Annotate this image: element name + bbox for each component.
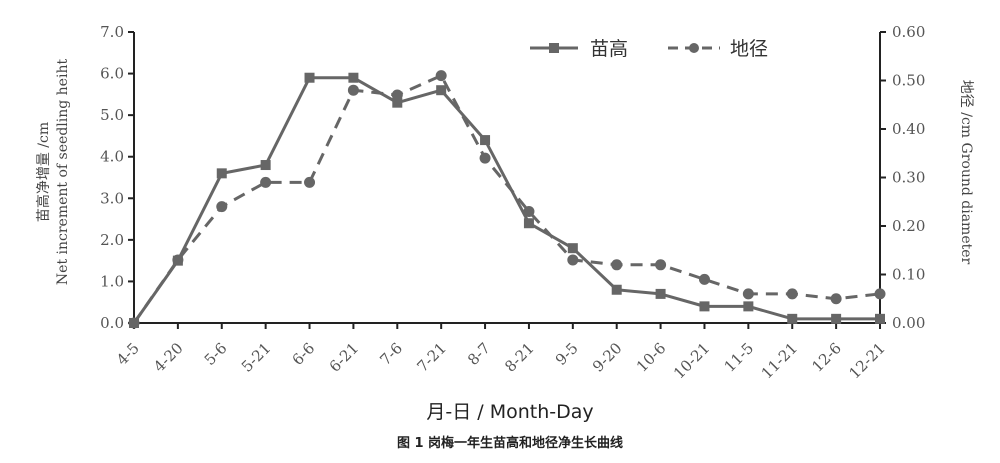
data-point-height bbox=[831, 313, 842, 324]
x-tick-label: 4-20 bbox=[150, 339, 187, 376]
left-y-tick-label: 6.0 bbox=[100, 65, 124, 83]
data-point-height bbox=[348, 72, 359, 83]
data-point-diameter bbox=[567, 254, 579, 266]
data-point-diameter bbox=[391, 89, 403, 101]
data-point-diameter bbox=[260, 176, 272, 188]
data-point-diameter bbox=[304, 176, 316, 188]
left-y-tick-label: 2.0 bbox=[100, 231, 124, 249]
right-y-tick-label: 0.20 bbox=[892, 217, 925, 235]
legend-label-height: 苗高 bbox=[590, 38, 628, 60]
left-y-axis-title-en: Net increment of seedling heiht bbox=[55, 59, 71, 286]
data-point-height bbox=[216, 168, 227, 179]
chart-series bbox=[128, 70, 886, 329]
left-y-tick-label: 1.0 bbox=[100, 272, 124, 290]
left-y-tick-label: 5.0 bbox=[100, 106, 124, 124]
data-point-height bbox=[480, 135, 491, 146]
x-tick-label: 7-6 bbox=[376, 339, 406, 369]
left-y-axis-title-cn: 苗高净增量 /cm bbox=[35, 122, 52, 222]
data-point-height bbox=[699, 301, 710, 312]
data-point-height bbox=[743, 301, 754, 312]
data-point-diameter bbox=[172, 254, 184, 266]
chart-axes bbox=[133, 32, 881, 324]
right-y-tick-label: 0.30 bbox=[892, 169, 925, 187]
data-point-height bbox=[392, 97, 403, 108]
data-point-height bbox=[260, 160, 271, 171]
x-tick-label: 8-7 bbox=[464, 339, 494, 369]
left-y-tick-label: 0.0 bbox=[100, 314, 124, 332]
x-tick-label: 6-6 bbox=[289, 339, 319, 369]
right-y-ticks: 0.00 0.10 0.20 0.30 0.40 0.50 0.60 bbox=[880, 23, 925, 332]
legend-label-diameter: 地径 bbox=[730, 38, 768, 60]
left-y-tick-label: 3.0 bbox=[100, 189, 124, 207]
right-y-tick-label: 0.00 bbox=[892, 314, 925, 332]
data-point-diameter bbox=[523, 205, 535, 217]
x-tick-label: 6-21 bbox=[326, 339, 363, 376]
data-point-height bbox=[655, 288, 666, 299]
right-y-axis-title: 地径 /cm Ground diameter bbox=[958, 80, 974, 265]
x-tick-label: 4-5 bbox=[113, 339, 143, 369]
x-tick-label: 12-6 bbox=[808, 339, 845, 376]
data-point-diameter bbox=[698, 273, 710, 285]
data-point-diameter bbox=[742, 288, 754, 300]
data-point-diameter bbox=[655, 259, 667, 271]
right-y-tick-label: 0.60 bbox=[892, 23, 925, 41]
data-point-diameter bbox=[874, 288, 886, 300]
x-ticks: 4-5 4-20 5-6 5-21 6-6 6-21 7-6 7-21 8-7 8-21 9-5 9-… bbox=[113, 323, 889, 382]
data-point-height bbox=[523, 218, 534, 229]
figure-caption: 图 1 岗梅一年生苗高和地径净生长曲线 bbox=[397, 435, 623, 451]
x-tick-label: 9-20 bbox=[589, 339, 626, 376]
left-y-tick-label: 4.0 bbox=[100, 148, 124, 166]
data-point-height bbox=[567, 243, 578, 254]
data-point-height bbox=[611, 284, 622, 295]
data-point-height bbox=[787, 313, 798, 324]
data-point-height bbox=[304, 72, 315, 83]
series-line-height bbox=[132, 76, 880, 324]
data-point-diameter bbox=[786, 288, 798, 300]
x-tick-label: 10-6 bbox=[633, 339, 670, 376]
x-tick-label: 12-21 bbox=[846, 339, 889, 382]
left-y-tick-label: 7.0 bbox=[100, 23, 124, 41]
data-point-height bbox=[436, 85, 447, 96]
data-point-diameter bbox=[128, 317, 140, 329]
x-tick-label: 7-21 bbox=[413, 339, 450, 376]
x-tick-label: 5-21 bbox=[238, 339, 275, 376]
data-point-diameter bbox=[830, 293, 842, 305]
x-tick-label: 11-21 bbox=[758, 339, 801, 382]
legend-marker-height bbox=[549, 43, 559, 53]
legend: 苗高 地径 bbox=[530, 38, 768, 60]
data-point-height bbox=[875, 313, 885, 324]
x-tick-label: 11-5 bbox=[721, 339, 758, 376]
series-line-diameter bbox=[132, 74, 881, 324]
x-tick-label: 8-21 bbox=[501, 339, 538, 376]
data-point-diameter bbox=[347, 84, 359, 96]
data-point-diameter bbox=[611, 259, 623, 271]
x-tick-label: 5-6 bbox=[201, 339, 231, 369]
data-point-diameter bbox=[435, 70, 447, 82]
data-point-diameter bbox=[216, 201, 228, 213]
right-y-tick-label: 0.10 bbox=[892, 266, 925, 284]
x-tick-label: 9-5 bbox=[552, 339, 582, 369]
legend-marker-diameter bbox=[689, 43, 699, 53]
left-y-ticks: 0.0 1.0 2.0 3.0 4.0 5.0 6.0 7.0 bbox=[100, 23, 134, 332]
x-axis-title: 月-日 / Month-Day bbox=[426, 401, 593, 423]
x-tick-label: 10-21 bbox=[670, 339, 713, 382]
right-y-tick-label: 0.40 bbox=[892, 120, 925, 138]
data-point-diameter bbox=[479, 152, 491, 164]
right-y-tick-label: 0.50 bbox=[892, 72, 925, 90]
